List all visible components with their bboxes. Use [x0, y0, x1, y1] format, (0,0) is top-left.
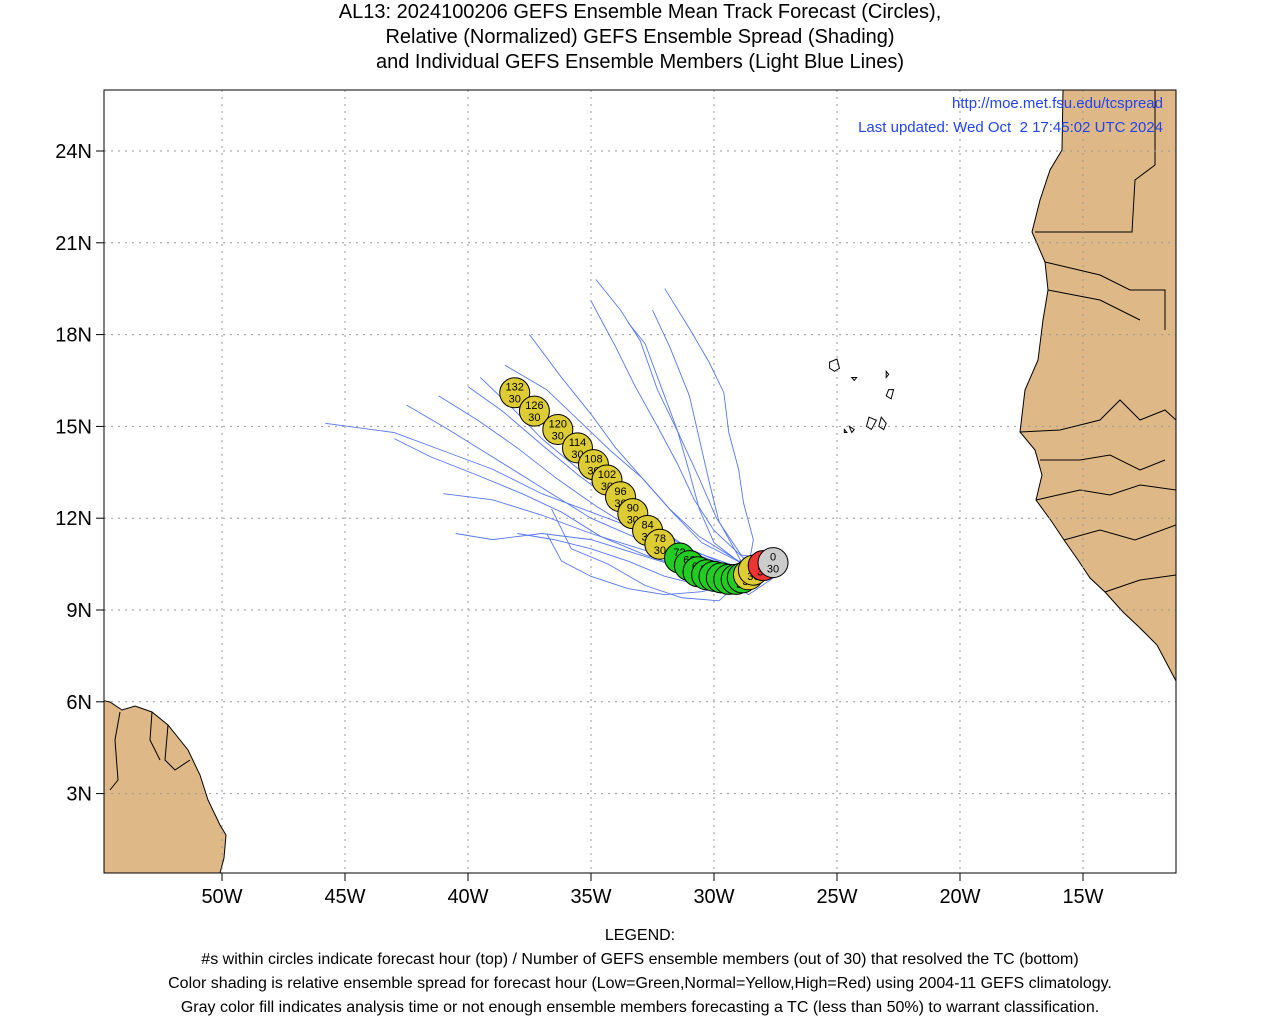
lat-tick-label: 6N — [66, 692, 92, 714]
source-url[interactable]: http://moe.met.fsu.edu/tcspread — [952, 95, 1163, 112]
forecast-hour-label: 96 — [614, 486, 626, 498]
cape-verde-islands — [829, 358, 895, 434]
africa-borders — [1019, 90, 1176, 593]
lat-tick-label: 9N — [66, 600, 92, 622]
lat-tick-label: 18N — [55, 325, 92, 347]
title-line-3: and Individual GEFS Ensemble Members (Li… — [375, 51, 905, 73]
forecast-hour-label: 120 — [549, 418, 567, 430]
lon-tick-label: 25W — [816, 886, 857, 908]
lat-tick-label: 15N — [55, 416, 92, 438]
africa-landmass — [1019, 90, 1176, 682]
track-circle — [757, 547, 789, 579]
lon-tick-label: 50W — [201, 886, 242, 908]
lat-tick-label: 21N — [55, 233, 92, 255]
gridlines — [104, 90, 1176, 873]
legend-line-1: #s within circles indicate forecast hour… — [201, 951, 1079, 968]
lon-tick-label: 40W — [447, 886, 488, 908]
lat-tick-label: 12N — [55, 508, 92, 530]
track-point-0: 030 — [757, 547, 789, 579]
island-0 — [829, 358, 841, 372]
island-1 — [850, 376, 858, 382]
lat-tick-label: 3N — [66, 784, 92, 806]
member-count-label: 30 — [767, 564, 779, 576]
member-track-14 — [664, 288, 781, 568]
member-count-label: 30 — [552, 430, 564, 442]
last-updated: Last updated: Wed Oct 2 17:45:02 UTC 202… — [858, 119, 1163, 136]
island-3 — [885, 389, 895, 400]
ocean-area — [104, 90, 1176, 873]
plot-frame — [103, 89, 1177, 874]
lon-tick-label: 35W — [570, 886, 611, 908]
member-count-label: 30 — [528, 412, 540, 424]
track-circle — [542, 413, 574, 445]
lon-tick-label: 45W — [324, 886, 365, 908]
legend-line-2: Color shading is relative ensemble sprea… — [168, 975, 1112, 992]
forecast-hour-label: 108 — [584, 454, 602, 466]
member-track-12 — [504, 364, 781, 562]
south-america-landmass — [104, 700, 227, 873]
title-line-1: AL13: 2024100206 GEFS Ensemble Mean Trac… — [338, 1, 942, 23]
axis-ticks: 50W 45W 40W 35W 30W 25W 20W 15W 3N 6N 9N 12N 15N 18N 2… — [55, 141, 1103, 908]
lon-tick-label: 15W — [1062, 886, 1103, 908]
forecast-hour-label: 0 — [770, 552, 776, 564]
legend-heading: LEGEND: — [604, 927, 676, 944]
lon-tick-label: 30W — [693, 886, 734, 908]
forecast-hour-label: 78 — [654, 533, 666, 545]
forecast-hour-label: 114 — [569, 437, 587, 449]
chart-title: AL13: 2024100206 GEFS Ensemble Mean Trac… — [0, 0, 1280, 75]
member-track-13 — [595, 279, 781, 562]
forecast-hour-label: 102 — [598, 469, 616, 481]
member-count-label: 30 — [654, 545, 666, 557]
forecast-hour-label: 132 — [506, 382, 524, 394]
member-track-7 — [652, 309, 781, 565]
member-track-17 — [627, 322, 781, 568]
island-6 — [848, 425, 855, 434]
track-circle — [499, 377, 531, 409]
island-5 — [878, 416, 887, 431]
lon-tick-label: 20W — [939, 886, 980, 908]
island-7 — [843, 428, 848, 434]
track-circle — [518, 395, 550, 427]
forecast-hour-label: 84 — [641, 519, 653, 531]
forecast-hour-label: 90 — [627, 503, 639, 515]
legend-line-3: Gray color fill indicates analysis time … — [180, 999, 1100, 1016]
island-2 — [885, 369, 890, 379]
lat-tick-label: 24N — [55, 141, 92, 163]
forecast-hour-label: 126 — [525, 400, 543, 412]
south-america-borders — [109, 711, 191, 791]
member-track-6 — [590, 300, 781, 562]
title-line-2: Relative (Normalized) GEFS Ensemble Spre… — [385, 26, 895, 48]
member-count-label: 30 — [509, 394, 521, 406]
legend: LEGEND: #s within circles indicate forec… — [0, 924, 1280, 1020]
